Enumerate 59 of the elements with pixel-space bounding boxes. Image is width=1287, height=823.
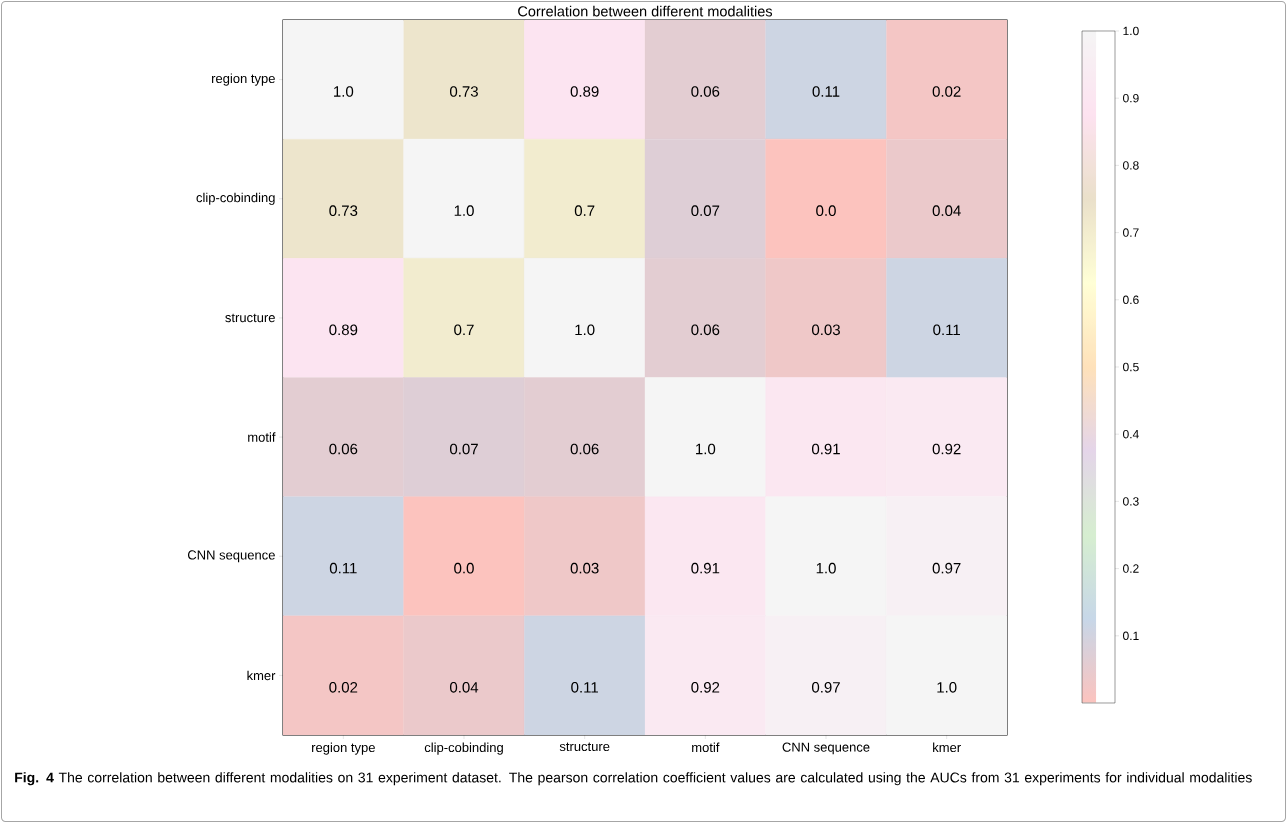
y-tick-label: kmer — [247, 670, 276, 681]
color-bar-label: 0.9 — [1123, 93, 1139, 103]
x-tick-label: motif — [692, 742, 720, 753]
x-tick-label: region type — [312, 742, 375, 755]
data-label: 0.11 — [329, 562, 357, 574]
data-label: 0.91 — [811, 443, 840, 455]
color-bar-label: 0.5 — [1123, 362, 1139, 372]
data-label: 0.02 — [932, 86, 961, 97]
data-label: 0.11 — [812, 86, 840, 97]
data-label: 1.0 — [937, 682, 957, 693]
data-label: 0.06 — [691, 324, 720, 336]
data-label: 0.03 — [811, 324, 840, 336]
data-label: 0.97 — [932, 562, 961, 574]
color-bar-label: 0.2 — [1123, 564, 1139, 573]
color-bar-label: 0.8 — [1123, 161, 1139, 170]
data-label: 1.0 — [454, 205, 474, 216]
data-label: 0.07 — [691, 205, 720, 216]
color-bar-label: 0.1 — [1123, 631, 1139, 641]
data-label: 0.06 — [570, 443, 599, 455]
data-label: 1.0 — [816, 562, 836, 574]
text: Fig. 4 The correlation between different modalities on 31 experiment dataset. The pearson correlation coefficient values are calculated using the AUCs from 31 experiments for individual modalities — [15, 772, 1252, 786]
data-label: 0.06 — [691, 86, 720, 97]
data-label: 0.91 — [691, 562, 720, 574]
data-label: 0.04 — [449, 682, 479, 693]
data-label: 0.0 — [816, 205, 836, 216]
x-tick-label: clip-cobinding — [424, 742, 503, 755]
data-label: 1.0 — [575, 324, 595, 336]
color-bar-label: 0.6 — [1123, 295, 1139, 305]
data-label: 0.02 — [329, 682, 358, 693]
chart-title: Correlation between different modalities — [518, 5, 773, 17]
y-tick-label: clip-cobinding — [196, 192, 275, 205]
data-label: 0.92 — [691, 682, 720, 693]
data-label: 0.11 — [933, 324, 960, 336]
color-bar-label: 1.0 — [1123, 26, 1139, 36]
data-label: 0.97 — [811, 682, 840, 693]
color-bar-label: 0.4 — [1123, 429, 1139, 439]
data-label: 0.7 — [574, 205, 595, 216]
color-bar-label: 0.3 — [1123, 497, 1139, 506]
data-label: 0.73 — [329, 205, 358, 216]
y-tick-label: motif — [248, 432, 276, 442]
data-label: 0.07 — [449, 443, 478, 455]
data-label: 0.89 — [329, 324, 358, 336]
data-label: 0.7 — [454, 324, 474, 336]
data-label: 0.04 — [932, 205, 961, 216]
data-label: 1.0 — [334, 86, 354, 97]
data-label: 0.11 — [571, 682, 598, 693]
data-label: 0.89 — [570, 86, 599, 97]
x-tick-label: kmer — [933, 742, 961, 753]
y-tick-label: region type — [212, 73, 275, 86]
x-tick-label: structure — [559, 742, 610, 752]
color-bar-label: 0.7 — [1123, 228, 1139, 237]
data-label: 0.03 — [570, 562, 599, 574]
y-tick-label: structure — [225, 313, 275, 323]
x-tick-label: CNN sequence — [782, 742, 870, 755]
y-tick-label: CNN sequence — [187, 550, 275, 563]
data-label: 0.92 — [932, 443, 961, 455]
data-label: 1.0 — [696, 443, 716, 455]
data-label: 0.06 — [329, 443, 358, 455]
data-label: 0.0 — [454, 562, 474, 574]
